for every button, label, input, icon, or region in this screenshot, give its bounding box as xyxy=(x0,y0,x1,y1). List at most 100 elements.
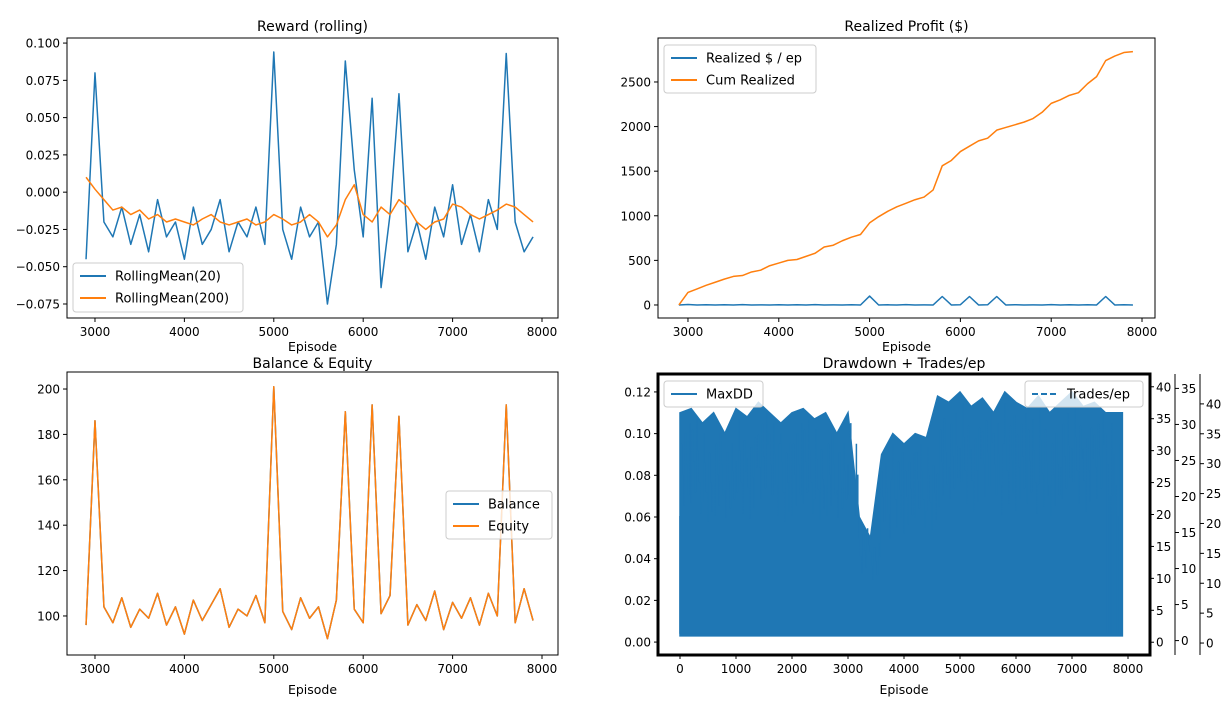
x-axis-label: Episode xyxy=(879,682,928,697)
y-tick-label: 0.10 xyxy=(624,427,651,441)
right-y-tick-label: 15 xyxy=(1206,547,1221,561)
x-tick-label: 8000 xyxy=(1127,325,1158,339)
x-tick-label: 5000 xyxy=(854,325,885,339)
axes-frame xyxy=(657,37,1156,319)
y-tick-label: 500 xyxy=(628,254,651,268)
x-tick-label: 4000 xyxy=(764,325,795,339)
y-tick-label: 180 xyxy=(37,428,60,442)
x-tick-label: 3000 xyxy=(80,662,111,676)
legend-label: Balance xyxy=(488,498,540,513)
right-y-tick-label: 5 xyxy=(1181,598,1189,612)
right-y-tick-label: 5 xyxy=(1156,604,1164,618)
right-y-tick-label: 30 xyxy=(1156,444,1171,458)
y-tick-label: 0.04 xyxy=(624,552,651,566)
legend: RollingMean(20) RollingMean(200) xyxy=(72,262,244,313)
subplot-bl: 3000 4000 5000 6000 7000 8000 100 120 140 160 180 2… xyxy=(37,356,559,697)
x-tick-label: 6000 xyxy=(348,662,379,676)
subplot-title: Reward (rolling) xyxy=(257,19,368,35)
x-axis-label: Episode xyxy=(288,682,337,697)
right-y-tick-label: 0 xyxy=(1206,637,1214,651)
legend: MaxDD xyxy=(663,380,764,408)
right-y-tick-label: 20 xyxy=(1206,517,1221,531)
y-tick-label: 120 xyxy=(37,564,60,578)
y-tick-label: 0.06 xyxy=(624,511,651,525)
y-tick-label: 100 xyxy=(37,609,60,623)
subplot-title: Balance & Equity xyxy=(253,356,373,372)
x-tick-label: 7000 xyxy=(437,325,468,339)
legend: Realized $ / ep Cum Realized xyxy=(663,44,817,94)
y-tick-label: 0.00 xyxy=(624,636,651,650)
subplot-tr: 3000 4000 5000 6000 7000 8000 0 500 1000 1500 2000… xyxy=(620,19,1157,354)
x-tick-label: 7000 xyxy=(437,662,468,676)
y-tick-label: −0.050 xyxy=(16,260,60,274)
series-detail xyxy=(679,403,1122,634)
y-tick-label: 0.050 xyxy=(26,111,60,125)
y-tick-label: 200 xyxy=(37,383,60,397)
y-tick-label: 1000 xyxy=(620,209,651,223)
x-tick-label: 8000 xyxy=(527,325,558,339)
y-tick-label: 160 xyxy=(37,473,60,487)
y-tick-label: 2000 xyxy=(620,120,651,134)
legend-frame xyxy=(663,380,764,408)
y-tick-label: 0.12 xyxy=(624,385,651,399)
right-y-tick-label: 20 xyxy=(1156,508,1171,522)
x-tick-label: 2000 xyxy=(777,662,808,676)
y-tick-label: −0.075 xyxy=(16,297,60,311)
right-y-tick-label: 10 xyxy=(1206,577,1221,591)
x-tick-label: 5000 xyxy=(259,325,290,339)
x-tick-label: 4000 xyxy=(889,662,920,676)
legend-label: Realized $ / ep xyxy=(706,52,802,67)
plot-area xyxy=(678,50,1134,306)
x-tick-label: 1000 xyxy=(721,662,752,676)
right-y-tick-label: 35 xyxy=(1181,382,1196,396)
series-equity xyxy=(85,386,534,640)
legend-label: Equity xyxy=(488,520,529,535)
y-tick-label: −0.025 xyxy=(16,223,60,237)
x-tick-label: 3000 xyxy=(80,325,111,339)
plot-area xyxy=(85,51,534,305)
legend-frame xyxy=(663,44,817,94)
right-y-axis-3: 0 5 10 15 20 25 30 35 40 xyxy=(1199,374,1221,655)
x-tick-label: 5000 xyxy=(259,662,290,676)
y-tick-label: 0.025 xyxy=(26,148,60,162)
x-axis-label: Episode xyxy=(288,339,337,354)
y-tick-label: 0.100 xyxy=(26,37,60,51)
y-tick-label: 2500 xyxy=(620,75,651,89)
series-rollingmean-200- xyxy=(85,176,534,238)
legend-label: RollingMean(20) xyxy=(115,270,221,285)
right-y-tick-label: 0 xyxy=(1181,634,1189,648)
right-y-tick-label: 35 xyxy=(1206,427,1221,441)
right-y-tick-label: 35 xyxy=(1156,412,1171,426)
legend-label: RollingMean(200) xyxy=(115,292,229,307)
axes-frame xyxy=(66,37,559,319)
series-rollingmean-20- xyxy=(85,51,534,305)
x-tick-label: 0 xyxy=(676,662,684,676)
y-tick-label: 0 xyxy=(643,298,651,312)
x-tick-label: 7000 xyxy=(1036,325,1067,339)
axes-frame xyxy=(66,371,559,656)
x-tick-label: 3000 xyxy=(833,662,864,676)
right-y-tick-label: 30 xyxy=(1206,457,1221,471)
series-realized-ep xyxy=(678,295,1133,306)
right-y-tick-label: 25 xyxy=(1206,487,1221,501)
right-y-tick-label: 15 xyxy=(1156,540,1171,554)
x-tick-label: 5000 xyxy=(945,662,976,676)
right-y-tick-label: 20 xyxy=(1181,490,1196,504)
right-y-tick-label: 0 xyxy=(1156,636,1164,650)
subplot-br: 0 1000 2000 3000 4000 5000 6000 7000 80000.000.0… xyxy=(624,356,1221,697)
y-tick-label: 0.02 xyxy=(624,594,651,608)
legend-label: Cum Realized xyxy=(706,74,795,89)
subplot-title: Realized Profit ($) xyxy=(844,19,968,35)
subplot-tl: 3000 4000 5000 6000 7000 8000 0.100 0.075 0.050 0… xyxy=(16,19,559,354)
legend: Balance Equity xyxy=(445,490,553,540)
x-axis-label: Episode xyxy=(882,339,931,354)
legend-label: Trades/ep xyxy=(1066,388,1130,403)
subplot-title: Drawdown + Trades/ep xyxy=(823,356,986,372)
right-y-tick-label: 25 xyxy=(1181,454,1196,468)
y-tick-label: 0.075 xyxy=(26,74,60,88)
y-tick-label: 1500 xyxy=(620,165,651,179)
legend-frame xyxy=(1024,380,1144,408)
series-cum-realized xyxy=(678,50,1134,306)
right-y-axis-2: 0 5 10 15 20 25 30 35 xyxy=(1174,374,1196,655)
